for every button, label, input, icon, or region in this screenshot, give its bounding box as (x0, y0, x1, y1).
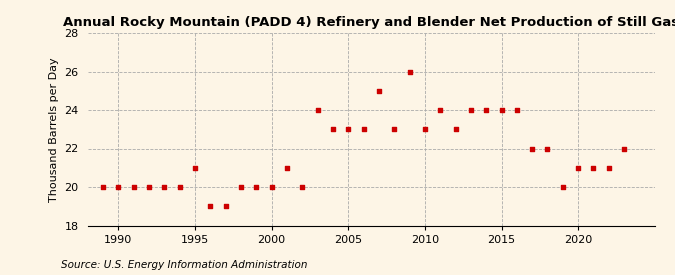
Point (404, 69, 415, 74)
Point (327, 127, 338, 131)
Point (619, 146, 630, 151)
Point (389, 127, 400, 131)
Point (450, 127, 461, 131)
Text: Source: U.S. Energy Information Administration: Source: U.S. Energy Information Administ… (61, 260, 307, 270)
Point (496, 108, 507, 112)
Point (373, 89, 384, 93)
Point (251, 185, 262, 189)
Point (572, 166, 583, 170)
Point (435, 108, 446, 112)
Point (466, 108, 477, 112)
Y-axis label: Thousand Barrels per Day: Thousand Barrels per Day (49, 57, 59, 202)
Point (159, 185, 170, 189)
Point (113, 185, 124, 189)
Point (558, 185, 568, 189)
Point (98, 185, 109, 189)
Point (220, 204, 231, 208)
Point (190, 166, 200, 170)
Point (236, 185, 246, 189)
Point (512, 108, 522, 112)
Point (266, 185, 277, 189)
Point (297, 185, 308, 189)
Point (313, 108, 323, 112)
Point (281, 166, 292, 170)
Point (358, 127, 369, 131)
Point (542, 146, 553, 151)
Point (174, 185, 185, 189)
Title: Annual Rocky Mountain (PADD 4) Refinery and Blender Net Production of Still Gas: Annual Rocky Mountain (PADD 4) Refinery … (63, 16, 675, 29)
Point (588, 166, 599, 170)
Point (144, 185, 155, 189)
Point (419, 127, 430, 131)
Point (481, 108, 491, 112)
Point (343, 127, 354, 131)
Point (128, 185, 139, 189)
Point (526, 146, 537, 151)
Point (205, 204, 216, 208)
Point (603, 166, 614, 170)
